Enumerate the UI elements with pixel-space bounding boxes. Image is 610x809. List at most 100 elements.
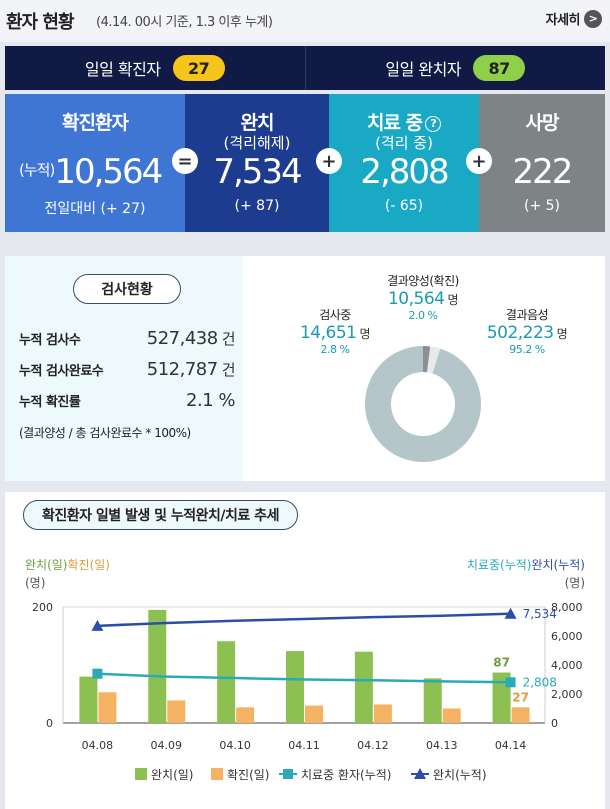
daily-confirmed-badge: 27 — [172, 55, 225, 81]
x-tick-label: 04.08 — [82, 739, 114, 752]
donut-testing-pct: 2.8 % — [320, 343, 350, 356]
bar-confirmed-daily — [511, 707, 530, 723]
stat-deaths-label: 사망 — [525, 112, 560, 134]
help-icon[interactable]: ? — [425, 116, 442, 132]
right-axis-title: 치료중(누적)완치(누적) — [467, 558, 585, 572]
trend-chart: 완치(일)확진(일) (명) 치료중(누적)완치(누적) (명) 020002,… — [25, 558, 585, 782]
trend-plot: 0 200 0 2,000 4,000 6,000 8,000 04.08 04.09 04.10… — [32, 601, 583, 752]
legend-marker — [283, 769, 293, 779]
stat-confirmed: 확진환자 (누적)10,564 전일대비 (+ 27) — [5, 94, 185, 232]
testing-summary: 검사현황 누적 검사수 527,438 건 누적 검사완료수 512,787 건 누… — [5, 256, 243, 481]
stat-treating: 치료 중? (격리 중) 2,808 (- 65) — [329, 94, 479, 232]
donut-slice-testing — [426, 346, 441, 374]
legend-marker — [414, 768, 426, 779]
donut-negative-pct: 95.2 % — [509, 343, 545, 356]
donut-testing-value: 14,651 — [299, 323, 357, 343]
testing-row-label: 누적 확진률 — [19, 395, 81, 410]
bar-confirmed-daily — [373, 704, 392, 723]
chevron-right-icon[interactable]: > — [584, 9, 602, 28]
header: 환자 현황 (4.14. 00시 기준, 1.3 이후 누계) 자세히 > — [0, 0, 610, 42]
annotation-released-cumulative: 7,534 — [523, 607, 557, 621]
left-tick-label: 200 — [32, 601, 53, 614]
right-axis-unit: (명) — [565, 576, 585, 590]
page-subtitle: (4.14. 00시 기준, 1.3 이후 누계) — [96, 15, 273, 30]
stat-confirmed-value: 10,564 — [54, 152, 163, 192]
bar-confirmed-daily — [167, 700, 186, 723]
bar-released-daily — [217, 641, 236, 723]
legend-label: 치료중 환자(누적) — [301, 768, 391, 782]
x-tick-label: 04.11 — [288, 739, 320, 752]
daily-released-badge: 87 — [473, 55, 526, 81]
annotation-confirmed-daily: 27 — [512, 690, 529, 704]
daily-confirmed: 일일 확진자 27 — [5, 46, 305, 90]
plus-icon: + — [466, 148, 492, 174]
point-treating — [92, 668, 103, 679]
point-treating — [505, 677, 516, 688]
left-tick-label: 0 — [46, 717, 53, 730]
stat-deaths-value: 222 — [512, 152, 574, 192]
legend-label: 완치(일) — [151, 768, 193, 782]
right-tick-label: 4,000 — [551, 659, 583, 672]
testing-row-value-wrap: 527,438 건 — [146, 328, 236, 349]
daily-released-label: 일일 완치자 — [385, 60, 462, 79]
stat-deaths-delta: (+ 5) — [523, 198, 560, 214]
donut-ring — [365, 346, 481, 462]
testing-row-value: 512,787 — [146, 359, 218, 380]
daily-released: 일일 완치자 87 — [304, 46, 606, 90]
testing-row-label: 누적 검사완료수 — [19, 364, 104, 379]
testing-row-value: 2.1 % — [186, 390, 235, 411]
bar-confirmed-daily — [236, 707, 255, 723]
right-axis-title-a: 치료중(누적) — [467, 558, 532, 572]
bar-released-daily — [354, 651, 373, 723]
right-tick-label: 6,000 — [551, 630, 583, 643]
stat-confirmed-label: 확진환자 — [62, 112, 129, 134]
stat-treating-sub: (격리 중) — [375, 134, 433, 152]
point-released — [91, 619, 104, 631]
more-button[interactable]: 자세히 > — [546, 9, 602, 28]
stat-treating-delta: (- 65) — [384, 198, 424, 214]
stat-treating-value: 2,808 — [360, 152, 449, 192]
donut-testing-label: 검사중 — [319, 308, 351, 322]
bar-confirmed-daily — [305, 705, 323, 723]
stat-released-delta: (+ 87) — [234, 198, 280, 214]
testing-panel: 검사현황 누적 검사수 527,438 건 누적 검사완료수 512,787 건 누… — [5, 256, 605, 481]
legend-swatch — [135, 768, 147, 780]
donut-positive-pct: 2.0 % — [408, 309, 438, 322]
trend-panel: 확진환자 일별 발생 및 누적완치/치료 추세 완치(일)확진(일) (명) 치… — [5, 492, 605, 809]
testing-donut-chart — [365, 346, 481, 462]
right-tick-label: 2,000 — [551, 688, 583, 701]
bar-released-daily — [423, 678, 442, 723]
donut-label-positive: 결과양성(확진) 10,564 명 2.0 % — [368, 272, 478, 322]
line-treating-cumulative — [97, 672, 511, 684]
stat-released: 완치 (격리해제) 7,534 (+ 87) — [185, 94, 329, 232]
x-tick-label: 04.14 — [495, 739, 527, 752]
testing-row-value: 527,438 — [146, 328, 218, 349]
page-title: 환자 현황 — [6, 12, 75, 33]
donut-positive-value: 10,564 — [387, 289, 445, 309]
legend-label: 완치(누적) — [433, 768, 487, 782]
testing-row: 누적 검사완료수 512,787 건 — [19, 359, 236, 380]
right-axis-title-b: 완치(누적) — [531, 558, 585, 572]
testing-row-unit: 건 — [221, 361, 236, 379]
right-tick-label: 0 — [551, 717, 558, 730]
donut-slice-negative — [365, 346, 481, 462]
left-axis-title-a: 완치(일) — [25, 558, 67, 572]
donut-negative-label: 결과음성 — [505, 308, 549, 322]
testing-row-label: 누적 검사수 — [19, 333, 81, 348]
stat-released-sub: (격리해제) — [223, 134, 291, 152]
daily-confirmed-label: 일일 확진자 — [84, 60, 161, 79]
testing-title: 검사현황 — [73, 274, 181, 304]
annotation-released-daily: 87 — [493, 656, 510, 670]
donut-testing-unit: 명 — [359, 327, 371, 341]
stat-treating-label-wrap: 치료 중? — [329, 108, 479, 135]
stat-deaths: 사망 222 (+ 5) — [479, 94, 605, 232]
equals-icon: = — [172, 148, 198, 174]
bar-confirmed-daily — [442, 708, 461, 723]
more-label[interactable]: 자세히 — [545, 13, 581, 28]
plus-icon: + — [316, 148, 342, 174]
stat-released-label: 완치 — [240, 112, 275, 134]
stat-confirmed-value-wrap: (누적)10,564 — [19, 152, 163, 192]
x-tick-label: 04.09 — [151, 739, 183, 752]
bar-released-daily — [148, 609, 167, 723]
legend-swatch — [211, 768, 223, 780]
